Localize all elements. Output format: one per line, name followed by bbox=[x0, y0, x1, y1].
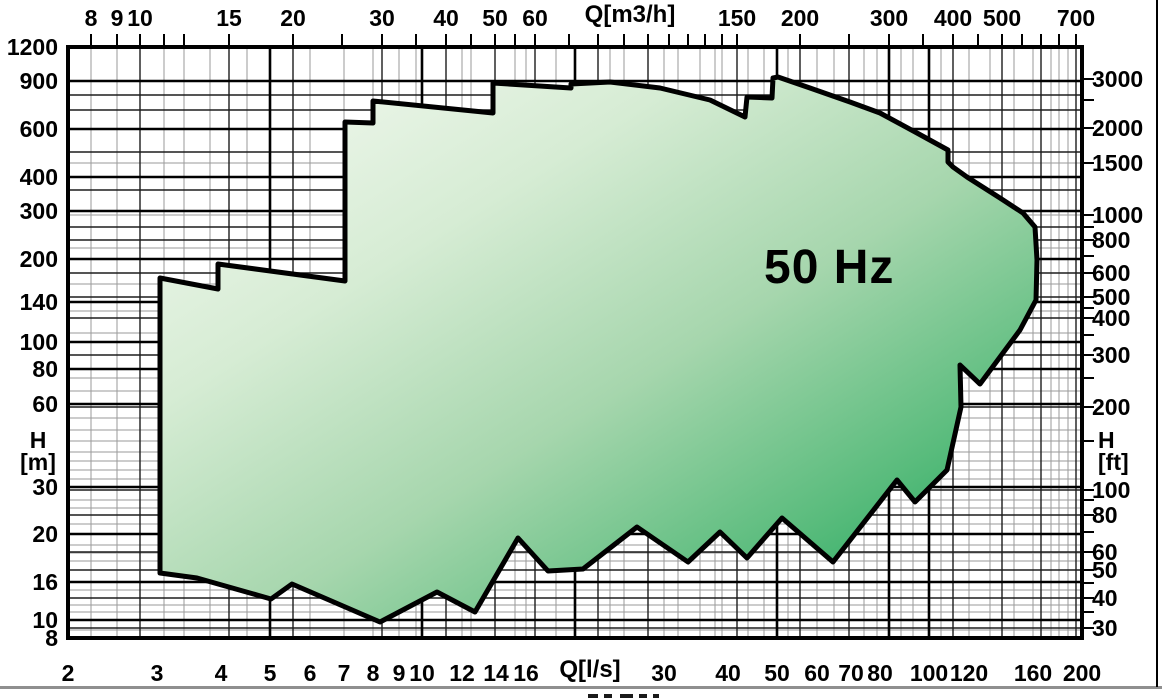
bottom-axis-tick-label: 30 bbox=[651, 660, 677, 686]
left-axis-unit-label: H [m] bbox=[16, 427, 60, 475]
right-axis-tick-label: 3000 bbox=[1092, 66, 1143, 92]
right-axis-tick-label: 50 bbox=[1092, 557, 1118, 583]
operating-range-envelope bbox=[157, 74, 1040, 625]
left-axis-unit-line2: [m] bbox=[20, 449, 56, 475]
top-axis-tick-label: 15 bbox=[216, 5, 242, 31]
right-axis-tick-label: 800 bbox=[1092, 227, 1130, 253]
right-axis-tick-label: 40 bbox=[1092, 585, 1118, 611]
bottom-axis-tick-label: 100 bbox=[910, 660, 948, 686]
top-axis-tick-label: 400 bbox=[934, 5, 972, 31]
cropped-glyph-mark bbox=[653, 694, 659, 698]
cropped-glyph-mark bbox=[620, 694, 633, 698]
left-axis-tick-label: 100 bbox=[20, 329, 58, 355]
top-axis-tick-label: 500 bbox=[983, 5, 1021, 31]
right-axis-unit-label: H [ft] bbox=[1092, 427, 1146, 475]
top-axis-tick-label: 150 bbox=[718, 5, 756, 31]
bottom-divider-line bbox=[0, 686, 1162, 689]
frequency-label: 50 Hz bbox=[764, 241, 895, 294]
left-axis-tick-label: 400 bbox=[20, 164, 58, 190]
bottom-axis-tick-label: 16 bbox=[513, 660, 539, 686]
cropped-glyph-mark bbox=[588, 694, 598, 698]
right-axis-unit-line1: H bbox=[1098, 427, 1115, 453]
page-edge-line bbox=[1156, 0, 1158, 687]
bottom-axis-tick-label: 80 bbox=[867, 660, 893, 686]
left-axis-tick-label: 60 bbox=[32, 391, 58, 417]
right-axis-tick-label: 1500 bbox=[1092, 150, 1143, 176]
right-axis-tick-label: 600 bbox=[1092, 260, 1130, 286]
bottom-axis-tick-label: 60 bbox=[804, 660, 830, 686]
left-axis-tick-label: 600 bbox=[20, 116, 58, 142]
left-axis-tick-label: 80 bbox=[32, 356, 58, 382]
bottom-axis-tick-label: 10 bbox=[409, 660, 435, 686]
right-axis-tick-label: 400 bbox=[1092, 305, 1130, 331]
bottom-axis-tick-label: 8 bbox=[367, 660, 380, 686]
right-axis-tick-label: 1000 bbox=[1092, 202, 1143, 228]
top-axis-unit-label: Q[m3/h] bbox=[584, 1, 676, 28]
left-axis-tick-label: 1200 bbox=[7, 34, 58, 60]
top-axis-tick-label: 60 bbox=[522, 5, 548, 31]
right-axis-tick-label: 2000 bbox=[1092, 115, 1143, 141]
bottom-axis-tick-label: 200 bbox=[1063, 660, 1101, 686]
bottom-axis-tick-label: 70 bbox=[838, 660, 864, 686]
right-axis-tick-label: 80 bbox=[1092, 502, 1118, 528]
left-axis-tick-label: 30 bbox=[32, 474, 58, 500]
left-axis-tick-label: 300 bbox=[20, 198, 58, 224]
bottom-axis-tick-label: 50 bbox=[764, 660, 790, 686]
top-axis-tick-label: 40 bbox=[433, 5, 459, 31]
bottom-axis-tick-label: 160 bbox=[1014, 660, 1052, 686]
bottom-axis-tick-label: 12 bbox=[449, 660, 475, 686]
left-axis-tick-label: 200 bbox=[20, 246, 58, 272]
right-axis-tick-label: 500 bbox=[1092, 284, 1130, 310]
cropped-glyph-mark bbox=[639, 694, 647, 698]
right-axis-unit-line2: [ft] bbox=[1098, 449, 1129, 475]
bottom-axis-tick-label: 2 bbox=[62, 660, 75, 686]
cropped-glyph-mark bbox=[604, 694, 612, 698]
right-axis-tick-label: 100 bbox=[1092, 477, 1130, 503]
bottom-axis-tick-label: 4 bbox=[215, 660, 228, 686]
right-axis-tick-label: 200 bbox=[1092, 394, 1130, 420]
left-axis-tick-label: 16 bbox=[32, 569, 58, 595]
plot-border bbox=[66, 45, 1084, 640]
left-axis-unit-line1: H bbox=[29, 427, 47, 453]
left-axis-tick-label: 8 bbox=[45, 625, 58, 651]
top-axis-tick-label: 10 bbox=[127, 5, 153, 31]
right-axis-tick-label: 60 bbox=[1092, 539, 1118, 565]
bottom-axis-tick-label: 9 bbox=[393, 660, 406, 686]
right-axis-tick-label: 300 bbox=[1092, 342, 1130, 368]
top-axis-tick-label: 9 bbox=[111, 5, 124, 31]
top-axis-tick-label: 8 bbox=[85, 5, 98, 31]
bottom-axis-tick-label: 14 bbox=[483, 660, 509, 686]
top-axis-tick-label: 30 bbox=[369, 5, 395, 31]
bottom-axis-unit-label: Q[l/s] bbox=[559, 656, 621, 683]
bottom-axis-tick-label: 40 bbox=[715, 660, 741, 686]
bottom-axis-tick-label: 7 bbox=[338, 660, 351, 686]
bottom-axis-tick-label: 3 bbox=[151, 660, 164, 686]
bottom-axis-tick-label: 5 bbox=[264, 660, 277, 686]
left-axis-tick-label: 140 bbox=[20, 289, 58, 315]
bottom-axis-tick-label: 6 bbox=[304, 660, 317, 686]
right-axis-tick-label: 30 bbox=[1092, 615, 1118, 641]
left-axis-tick-label: 900 bbox=[20, 68, 58, 94]
top-axis-tick-label: 700 bbox=[1057, 5, 1095, 31]
left-axis-tick-label: 20 bbox=[32, 521, 58, 547]
left-axis-tick-label: 10 bbox=[32, 607, 58, 633]
top-axis-tick-label: 20 bbox=[280, 5, 306, 31]
top-axis-tick-label: 50 bbox=[482, 5, 508, 31]
top-axis-tick-label: 300 bbox=[870, 5, 908, 31]
bottom-axis-tick-label: 120 bbox=[950, 660, 988, 686]
top-axis-tick-label: 200 bbox=[781, 5, 819, 31]
